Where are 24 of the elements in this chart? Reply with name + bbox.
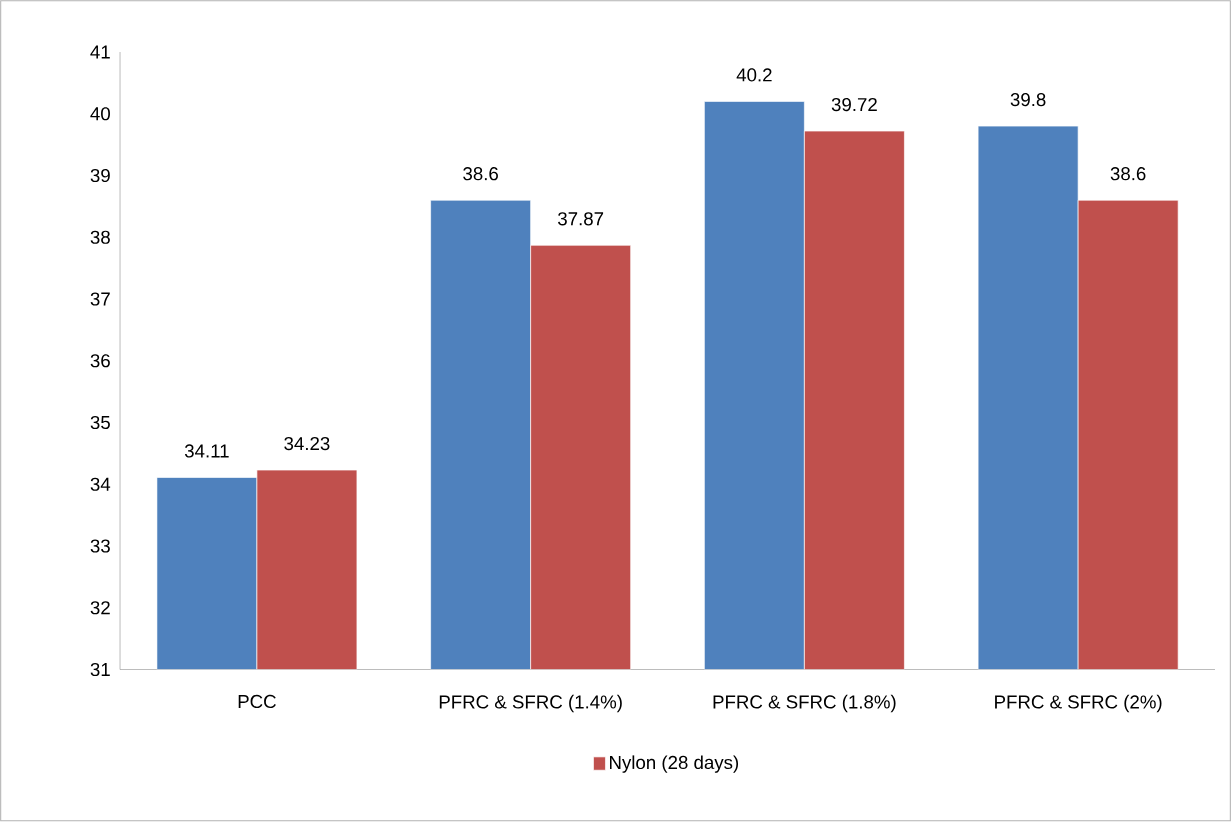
data-label: 34.11 — [184, 444, 229, 458]
y-tick-label: 41 — [90, 45, 110, 59]
y-tick-label: 37 — [90, 292, 110, 306]
y-tick-label: 32 — [90, 601, 110, 615]
y-tick-label: 35 — [90, 416, 110, 430]
data-label: 40.2 — [736, 68, 772, 82]
y-tick-label: 34 — [90, 477, 111, 492]
data-label: 39.72 — [831, 98, 877, 112]
y-tick-label: 36 — [90, 354, 110, 368]
data-label: 34.23 — [284, 437, 330, 451]
legend-label: Nylon (28 days) — [610, 755, 739, 773]
y-tick-label: 33 — [90, 539, 110, 553]
y-tick-label: 40 — [90, 107, 110, 121]
y-tick-label: 38 — [90, 230, 110, 245]
y-tick-label: 39 — [90, 169, 110, 183]
data-label: 38.6 — [1110, 167, 1146, 181]
data-label: 37.87 — [558, 212, 604, 226]
y-tick-label: 31 — [90, 663, 110, 677]
x-tick-label: PFRC & SFRC (1.8%) — [713, 695, 896, 713]
data-label: 38.6 — [463, 167, 498, 181]
x-tick-label: PFRC & SFRC (2%) — [995, 695, 1162, 713]
x-tick-label: PCC — [238, 695, 276, 709]
data-label: 39.8 — [1010, 93, 1046, 107]
x-tick-label: PFRC & SFRC (1.4%) — [439, 695, 622, 713]
